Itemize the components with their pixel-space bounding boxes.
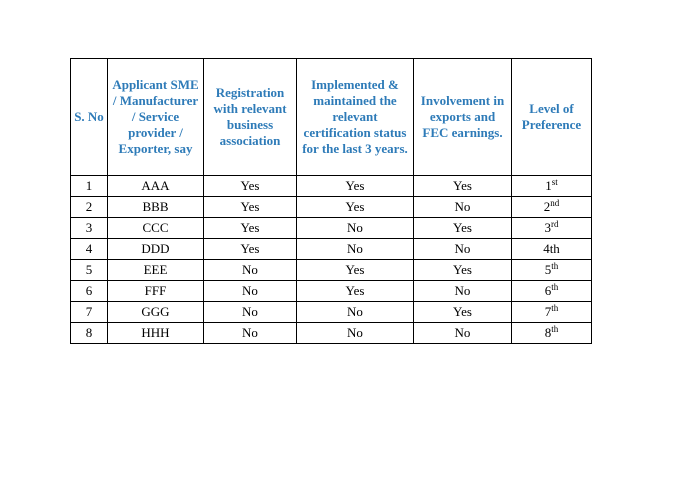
- table-row: 4 DDD Yes No No 4th: [70, 238, 592, 260]
- sno-cell: 7: [70, 301, 108, 323]
- involvement-cell: Yes: [413, 301, 512, 323]
- table-row: 8 HHH No No No 8th: [70, 322, 592, 344]
- level-suffix: th: [551, 324, 559, 334]
- level-cell: 7th: [511, 301, 592, 323]
- table-row: 1 AAA Yes Yes Yes 1st: [70, 175, 592, 197]
- sno-cell: 3: [70, 217, 108, 239]
- implemented-cell: Yes: [296, 196, 414, 218]
- header-cell: Level of Preference: [511, 58, 592, 176]
- registration-cell: No: [203, 259, 297, 281]
- table-row: 3 CCC Yes No Yes 3rd: [70, 217, 592, 239]
- level-number: 2: [543, 199, 551, 214]
- level-suffix: th: [551, 261, 559, 271]
- applicant-cell: EEE: [107, 259, 204, 281]
- registration-cell: No: [203, 280, 297, 302]
- applicant-cell: FFF: [107, 280, 204, 302]
- level-cell: 5th: [511, 259, 592, 281]
- applicant-cell: CCC: [107, 217, 204, 239]
- applicant-cell: BBB: [107, 196, 204, 218]
- applicant-cell: HHH: [107, 322, 204, 344]
- level-number: 7: [544, 304, 552, 319]
- implemented-cell: Yes: [296, 175, 414, 197]
- registration-cell: Yes: [203, 238, 297, 260]
- implemented-cell: No: [296, 322, 414, 344]
- sno-cell: 5: [70, 259, 108, 281]
- sno-cell: 1: [70, 175, 108, 197]
- sno-cell: 4: [70, 238, 108, 260]
- registration-cell: Yes: [203, 175, 297, 197]
- level-suffix: st: [551, 177, 558, 187]
- involvement-cell: No: [413, 238, 512, 260]
- level-cell: 8th: [511, 322, 592, 344]
- header-row: S. No Applicant SME / Manufacturer / Serv…: [70, 58, 592, 176]
- involvement-cell: No: [413, 196, 512, 218]
- header-cell: Implemented & maintained the relevant ce…: [296, 58, 414, 176]
- implemented-cell: Yes: [296, 280, 414, 302]
- applicant-cell: AAA: [107, 175, 204, 197]
- level-cell: 2nd: [511, 196, 592, 218]
- level-suffix: nd: [550, 198, 560, 208]
- level-suffix: rd: [551, 219, 559, 229]
- involvement-cell: Yes: [413, 217, 512, 239]
- level-number: 5: [544, 262, 552, 277]
- header-cell: S. No: [70, 58, 108, 176]
- header-cell: Registration with relevant business asso…: [203, 58, 297, 176]
- level-number: 4th: [543, 241, 560, 256]
- level-cell: 1st: [511, 175, 592, 197]
- header-cell: Applicant SME / Manufacturer / Service p…: [107, 58, 204, 176]
- implemented-cell: Yes: [296, 259, 414, 281]
- level-cell: 3rd: [511, 217, 592, 239]
- registration-cell: Yes: [203, 217, 297, 239]
- registration-cell: Yes: [203, 196, 297, 218]
- sno-cell: 8: [70, 322, 108, 344]
- sno-cell: 6: [70, 280, 108, 302]
- table-row: 6 FFF No Yes No 6th: [70, 280, 592, 302]
- level-cell: 6th: [511, 280, 592, 302]
- implemented-cell: No: [296, 238, 414, 260]
- implemented-cell: No: [296, 217, 414, 239]
- header-cell: Involvement in exports and FEC earnings.: [413, 58, 512, 176]
- level-number: 6: [544, 283, 552, 298]
- involvement-cell: Yes: [413, 175, 512, 197]
- level-number: 8: [544, 325, 552, 340]
- applicant-cell: DDD: [107, 238, 204, 260]
- registration-cell: No: [203, 322, 297, 344]
- involvement-cell: No: [413, 322, 512, 344]
- preference-table: S. No Applicant SME / Manufacturer / Serv…: [70, 58, 592, 344]
- level-suffix: th: [551, 282, 559, 292]
- table-row: 2 BBB Yes Yes No 2nd: [70, 196, 592, 218]
- sno-cell: 2: [70, 196, 108, 218]
- level-number: 3: [544, 220, 552, 235]
- level-suffix: th: [551, 303, 559, 313]
- level-cell: 4th: [511, 238, 592, 260]
- table-row: 5 EEE No Yes Yes 5th: [70, 259, 592, 281]
- table-body: 1 AAA Yes Yes Yes 1st 2 BBB Yes Yes No 2nd 3 CCC Yes No…: [70, 175, 592, 344]
- involvement-cell: Yes: [413, 259, 512, 281]
- registration-cell: No: [203, 301, 297, 323]
- implemented-cell: No: [296, 301, 414, 323]
- level-number: 1: [545, 178, 552, 193]
- involvement-cell: No: [413, 280, 512, 302]
- table-row: 7 GGG No No Yes 7th: [70, 301, 592, 323]
- applicant-cell: GGG: [107, 301, 204, 323]
